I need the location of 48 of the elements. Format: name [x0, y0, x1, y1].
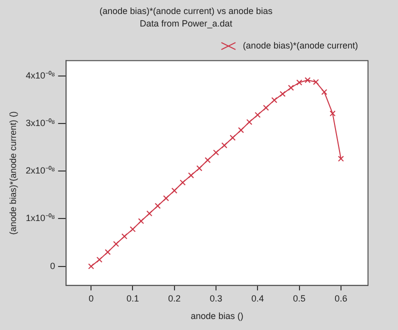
point — [96, 256, 102, 263]
point — [254, 112, 261, 118]
y-tick-label: 3x10⁻⁰⁸ — [26, 118, 56, 128]
point — [163, 195, 170, 202]
point — [221, 142, 228, 148]
point — [280, 90, 286, 97]
x-tick-label: 0.5 — [293, 293, 306, 304]
point — [321, 89, 328, 96]
y-tick-label: 1x10⁻⁰⁸ — [26, 213, 56, 224]
point — [271, 97, 278, 104]
x-tick-label: 0.6 — [334, 293, 348, 304]
point — [180, 180, 186, 186]
point — [338, 156, 344, 162]
legend-label: (anode bias)*(anode current) — [242, 40, 358, 51]
x-axis-title: anode bias () — [190, 311, 244, 322]
x-tick-label: 0.4 — [251, 293, 264, 304]
point — [246, 119, 252, 126]
x-tick-label: 0.2 — [168, 293, 181, 304]
point — [196, 165, 202, 172]
point — [171, 188, 178, 194]
x-tick-label: 0.3 — [210, 293, 222, 304]
chart-title: (anode bias)*(anode current) vs anode bias — [99, 6, 274, 16]
point — [104, 249, 111, 256]
point — [312, 79, 319, 86]
point — [88, 263, 94, 270]
point — [146, 210, 152, 216]
y-tick-label: 0 — [50, 260, 56, 271]
point — [138, 218, 144, 224]
point — [213, 150, 219, 156]
point — [288, 84, 294, 91]
point — [121, 233, 128, 240]
x-tick-label: 0 — [88, 293, 94, 304]
point — [204, 157, 211, 164]
x-tick-label: 0.1 — [126, 293, 139, 304]
point — [304, 77, 311, 84]
point — [188, 172, 194, 178]
point — [113, 240, 120, 247]
y-tick-label: 4x10⁻⁰⁸ — [26, 70, 56, 80]
point — [130, 226, 136, 232]
point — [230, 134, 236, 141]
y-axis-title: (anode bias)*(anode current) () — [8, 111, 18, 235]
point — [296, 80, 302, 86]
chart-subtitle: Data from Power_a.dat — [140, 18, 233, 29]
y-tick-label: 2x10⁻⁰⁸ — [26, 166, 56, 176]
point — [154, 202, 161, 209]
point — [238, 127, 244, 134]
point — [263, 104, 269, 111]
point — [330, 110, 336, 116]
